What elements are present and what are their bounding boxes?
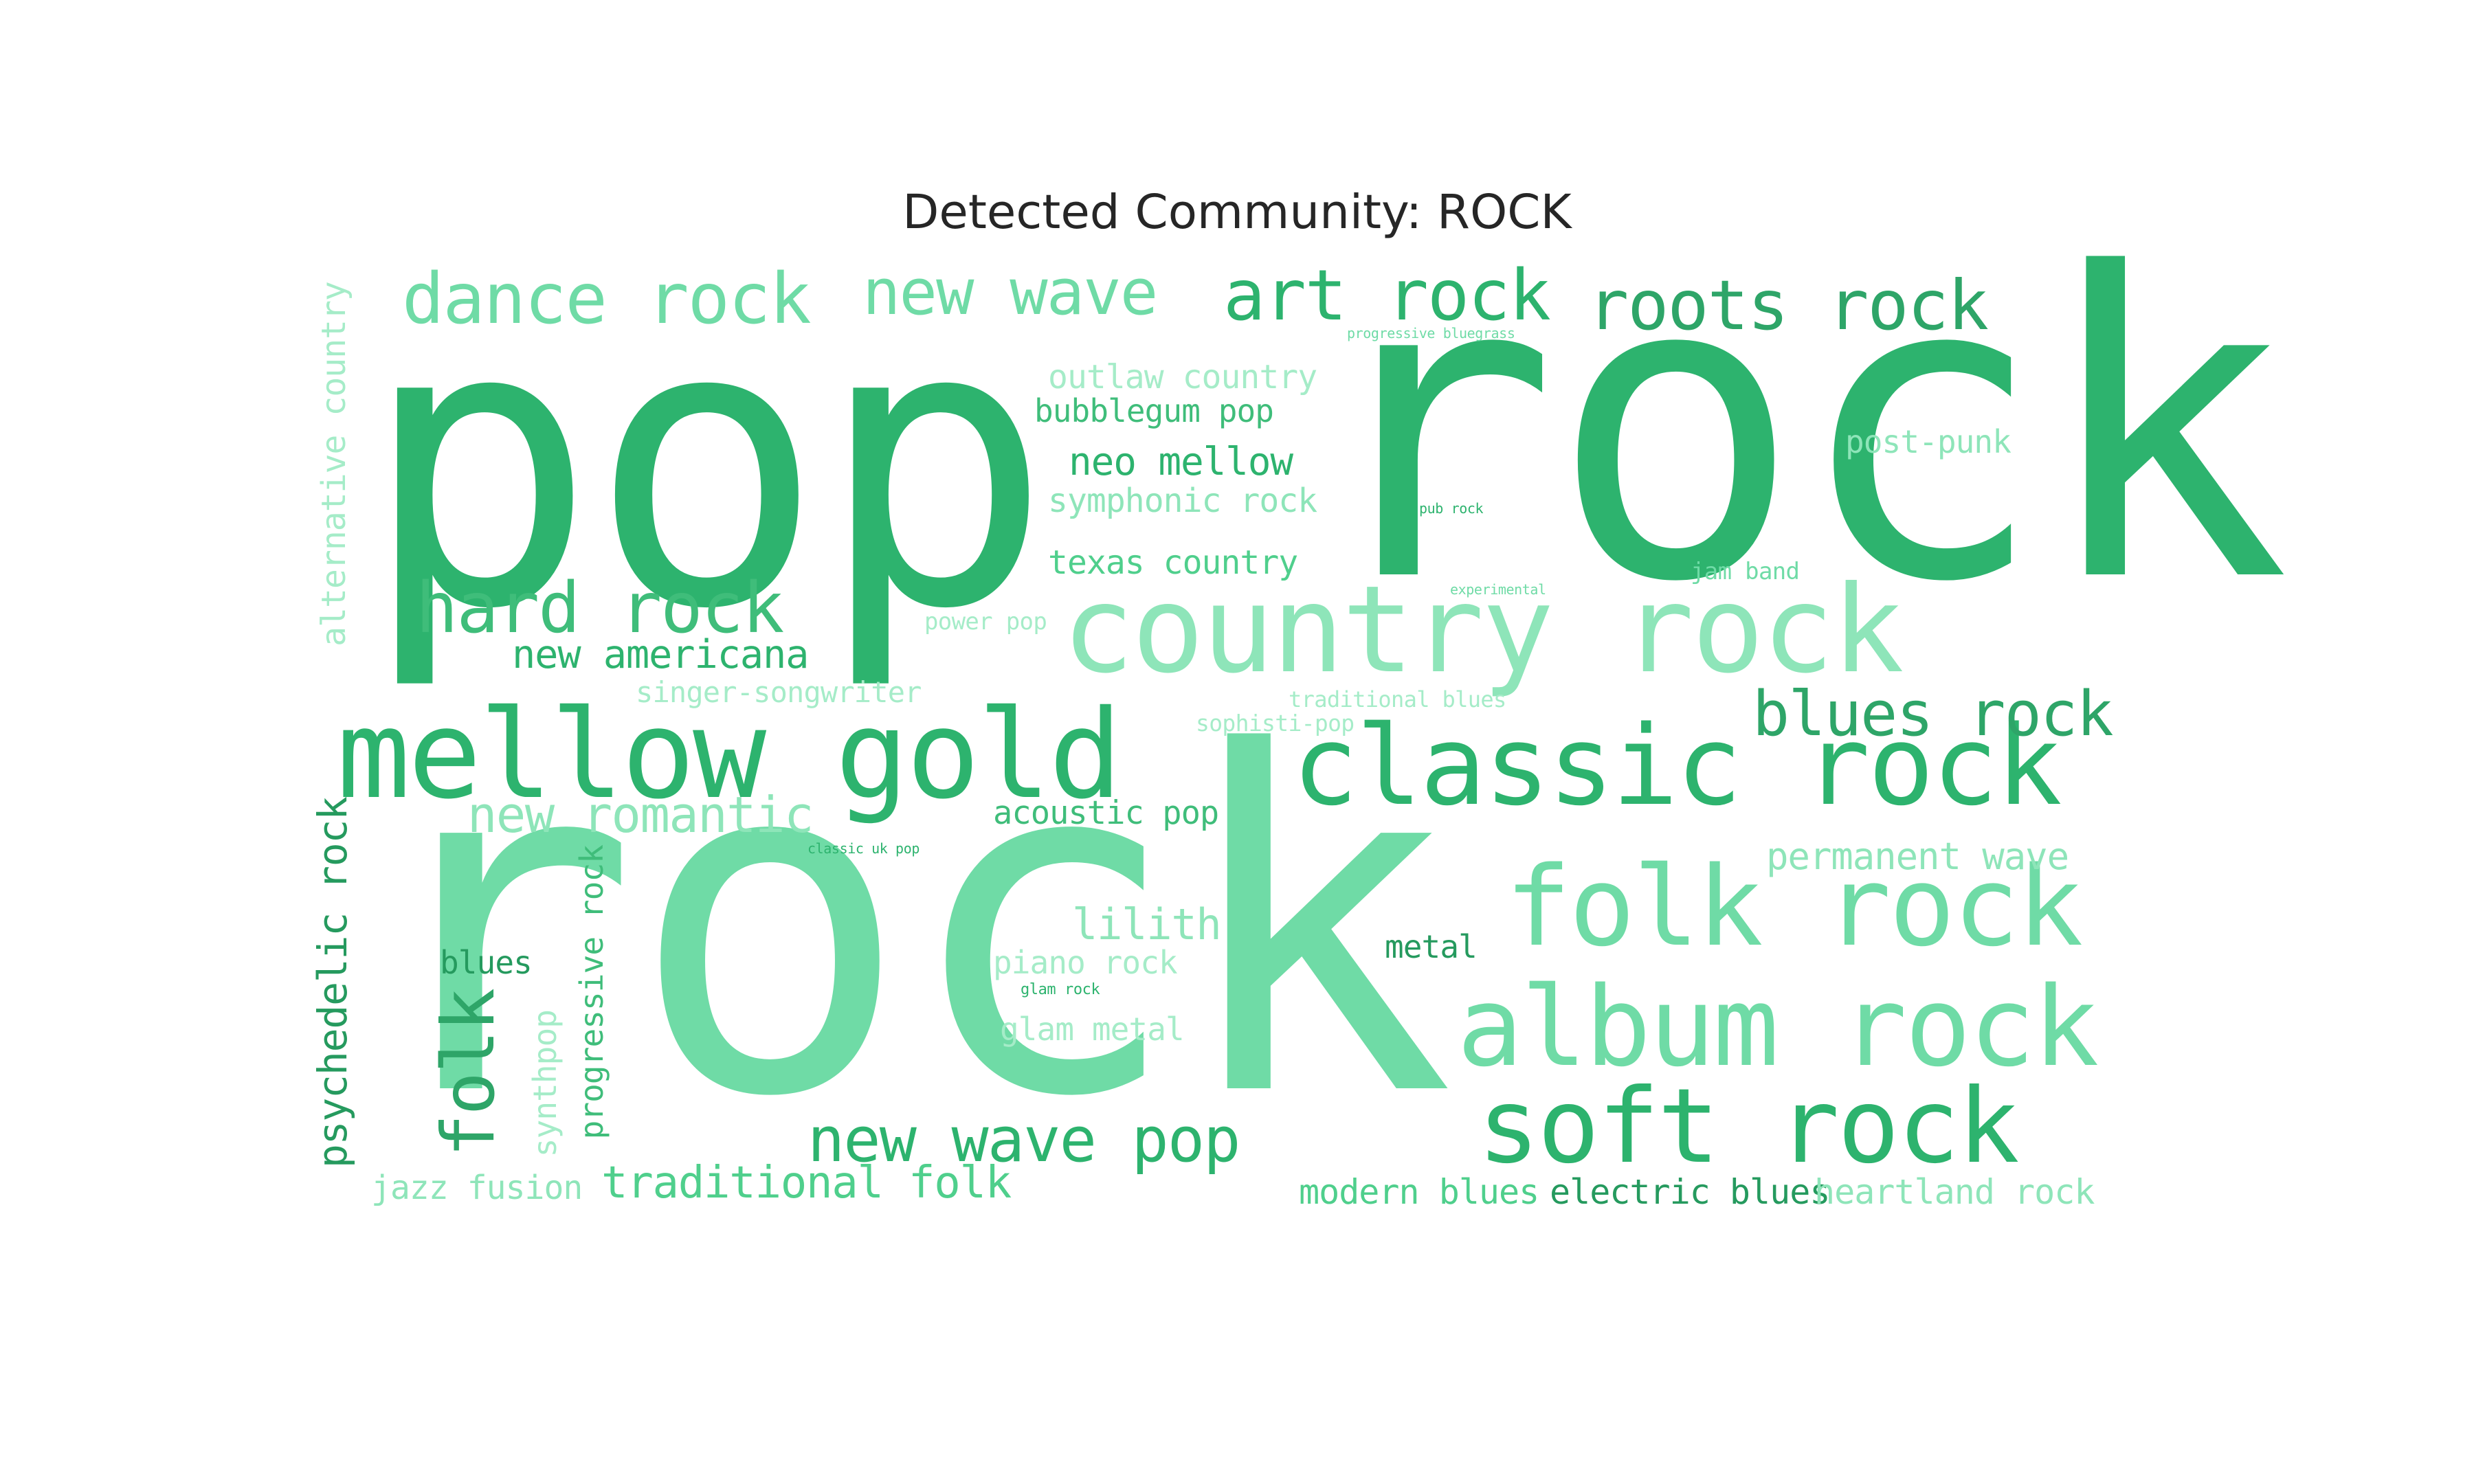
word-progressive-rock: progressive rock <box>573 845 610 1140</box>
word-synthpop: synthpop <box>526 1010 564 1158</box>
word-new-romantic: new romantic <box>467 786 814 844</box>
word-lilith: lilith <box>1072 899 1222 949</box>
word-rock: rock <box>357 655 1455 1199</box>
word-roots-rock: roots rock <box>1587 265 1989 346</box>
word-album-rock: album rock <box>1457 963 2099 1091</box>
word-hard-rock: hard rock <box>416 567 784 649</box>
word-progressive-bluegrass: progressive bluegrass <box>1347 325 1515 341</box>
word-dance-rock: dance rock <box>402 258 812 340</box>
word-folk: folk <box>427 989 511 1158</box>
word-pub-rock: pub rock <box>1419 500 1484 517</box>
word-symphonic-rock: symphonic rock <box>1048 482 1317 520</box>
word-traditional-folk: traditional folk <box>601 1158 1012 1208</box>
word-post-punk: post-punk <box>1845 423 2011 460</box>
word-glam-rock: glam rock <box>1021 981 1100 998</box>
word-singer-songwriter: singer-songwriter <box>636 675 922 709</box>
word-neo-mellow: neo mellow <box>1069 440 1293 484</box>
word-psychedelic-rock: psychedelic rock <box>309 797 356 1169</box>
word-glam-metal: glam metal <box>1000 1011 1185 1048</box>
word-new-wave: new wave <box>862 256 1158 329</box>
word-art-rock: art rock <box>1223 255 1551 337</box>
word-mellow-gold: mellow gold <box>337 684 1122 826</box>
word-jam-band: jam band <box>1691 558 1800 585</box>
word-classic-rock: classic rock <box>1292 701 2062 830</box>
word-modern-blues: modern blues <box>1299 1172 1539 1212</box>
word-classic-uk-pop: classic uk pop <box>807 840 920 857</box>
word-heartland-rock: heartland rock <box>1814 1172 2095 1212</box>
word-permanent-wave: permanent wave <box>1766 835 2069 878</box>
word-new-wave-pop: new wave pop <box>807 1104 1240 1176</box>
word-blues: blues <box>440 944 533 981</box>
word-folk-rock: folk rock <box>1505 842 2083 971</box>
word-rock: rock <box>1306 186 2290 673</box>
word-metal: metal <box>1385 928 1478 965</box>
word-bubblegum-pop: bubblegum pop <box>1034 392 1274 429</box>
word-experimental: experimental <box>1450 581 1546 598</box>
word-electric-blues: electric blues <box>1550 1172 1830 1212</box>
word-country-rock: country rock <box>1062 561 1904 700</box>
word-alternative-country: alternative country <box>315 282 353 647</box>
word-texas-country: texas country <box>1048 543 1298 582</box>
word-blues-rock: blues rock <box>1752 678 2114 750</box>
word-sophisti-pop: sophisti-pop <box>1196 710 1355 737</box>
word-piano-rock: piano rock <box>993 944 1178 981</box>
word-acoustic-pop: acoustic pop <box>993 794 1219 832</box>
word-pop: pop <box>361 239 1053 695</box>
word-soft-rock: soft rock <box>1478 1067 2020 1187</box>
word-jazz-fusion: jazz fusion <box>371 1169 583 1207</box>
word-power-pop: power pop <box>924 608 1047 636</box>
chart-title: Detected Community: ROCK <box>902 185 1572 240</box>
word-outlaw-country: outlaw country <box>1048 358 1317 396</box>
word-new-americana: new americana <box>512 632 809 677</box>
word-traditional-blues: traditional blues <box>1289 686 1506 712</box>
